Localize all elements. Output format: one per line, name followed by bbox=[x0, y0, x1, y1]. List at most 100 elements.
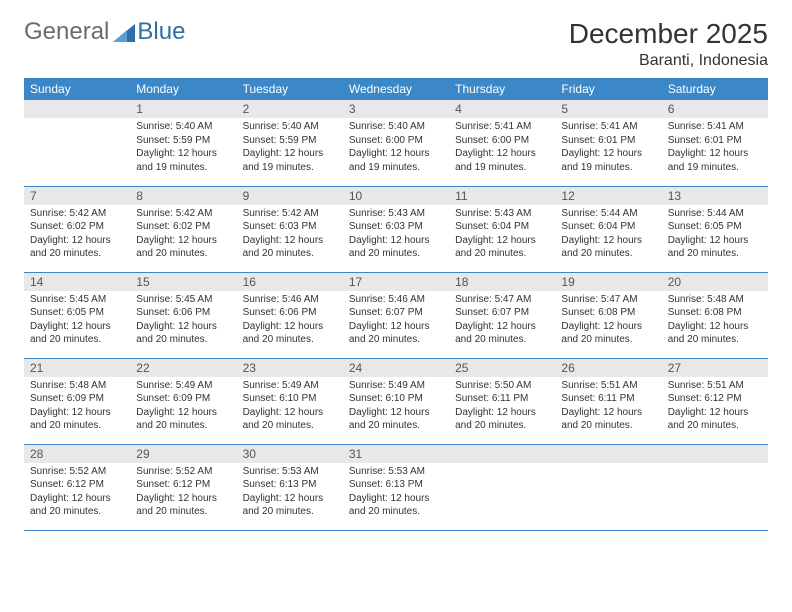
day-number: 4 bbox=[449, 100, 555, 118]
calendar-day-cell: 4Sunrise: 5:41 AMSunset: 6:00 PMDaylight… bbox=[449, 100, 555, 186]
calendar-week-row: 14Sunrise: 5:45 AMSunset: 6:05 PMDayligh… bbox=[24, 272, 768, 358]
day-header: Thursday bbox=[449, 78, 555, 100]
day-details: Sunrise: 5:47 AMSunset: 6:07 PMDaylight:… bbox=[449, 291, 555, 351]
day-header: Wednesday bbox=[343, 78, 449, 100]
calendar-day-cell: 22Sunrise: 5:49 AMSunset: 6:09 PMDayligh… bbox=[130, 358, 236, 444]
logo-text-general: General bbox=[24, 18, 109, 46]
calendar-day-cell: 12Sunrise: 5:44 AMSunset: 6:04 PMDayligh… bbox=[555, 186, 661, 272]
day-number: 28 bbox=[24, 445, 130, 463]
day-details: Sunrise: 5:42 AMSunset: 6:02 PMDaylight:… bbox=[130, 205, 236, 265]
day-number: 29 bbox=[130, 445, 236, 463]
calendar-day-cell: 16Sunrise: 5:46 AMSunset: 6:06 PMDayligh… bbox=[237, 272, 343, 358]
day-number: 30 bbox=[237, 445, 343, 463]
day-number: 24 bbox=[343, 359, 449, 377]
day-details: Sunrise: 5:53 AMSunset: 6:13 PMDaylight:… bbox=[343, 463, 449, 523]
calendar-day-cell: 28Sunrise: 5:52 AMSunset: 6:12 PMDayligh… bbox=[24, 444, 130, 530]
day-number: 9 bbox=[237, 187, 343, 205]
calendar-day-cell: 24Sunrise: 5:49 AMSunset: 6:10 PMDayligh… bbox=[343, 358, 449, 444]
day-number: 3 bbox=[343, 100, 449, 118]
calendar-day-cell: 6Sunrise: 5:41 AMSunset: 6:01 PMDaylight… bbox=[662, 100, 768, 186]
day-details: Sunrise: 5:52 AMSunset: 6:12 PMDaylight:… bbox=[130, 463, 236, 523]
day-number: 26 bbox=[555, 359, 661, 377]
calendar-day-cell: 5Sunrise: 5:41 AMSunset: 6:01 PMDaylight… bbox=[555, 100, 661, 186]
calendar-day-cell: 23Sunrise: 5:49 AMSunset: 6:10 PMDayligh… bbox=[237, 358, 343, 444]
calendar-week-row: 1Sunrise: 5:40 AMSunset: 5:59 PMDaylight… bbox=[24, 100, 768, 186]
day-number: 16 bbox=[237, 273, 343, 291]
day-number: 13 bbox=[662, 187, 768, 205]
day-details: Sunrise: 5:47 AMSunset: 6:08 PMDaylight:… bbox=[555, 291, 661, 351]
day-details: Sunrise: 5:40 AMSunset: 6:00 PMDaylight:… bbox=[343, 118, 449, 178]
day-details: Sunrise: 5:48 AMSunset: 6:09 PMDaylight:… bbox=[24, 377, 130, 437]
calendar-day-cell: 11Sunrise: 5:43 AMSunset: 6:04 PMDayligh… bbox=[449, 186, 555, 272]
day-number: 23 bbox=[237, 359, 343, 377]
calendar-day-cell: 29Sunrise: 5:52 AMSunset: 6:12 PMDayligh… bbox=[130, 444, 236, 530]
title-block: December 2025 Baranti, Indonesia bbox=[569, 18, 768, 70]
day-details: Sunrise: 5:52 AMSunset: 6:12 PMDaylight:… bbox=[24, 463, 130, 523]
day-number: 2 bbox=[237, 100, 343, 118]
day-details: Sunrise: 5:49 AMSunset: 6:10 PMDaylight:… bbox=[237, 377, 343, 437]
calendar-week-row: 7Sunrise: 5:42 AMSunset: 6:02 PMDaylight… bbox=[24, 186, 768, 272]
calendar-day-cell: 17Sunrise: 5:46 AMSunset: 6:07 PMDayligh… bbox=[343, 272, 449, 358]
day-number-empty bbox=[449, 445, 555, 463]
day-number: 8 bbox=[130, 187, 236, 205]
logo-text-blue: Blue bbox=[119, 18, 185, 46]
calendar-day-cell: 15Sunrise: 5:45 AMSunset: 6:06 PMDayligh… bbox=[130, 272, 236, 358]
calendar-day-cell: 9Sunrise: 5:42 AMSunset: 6:03 PMDaylight… bbox=[237, 186, 343, 272]
day-details: Sunrise: 5:51 AMSunset: 6:11 PMDaylight:… bbox=[555, 377, 661, 437]
day-number-empty bbox=[24, 100, 130, 118]
header: General Blue December 2025 Baranti, Indo… bbox=[24, 18, 768, 70]
day-number: 21 bbox=[24, 359, 130, 377]
day-details: Sunrise: 5:43 AMSunset: 6:04 PMDaylight:… bbox=[449, 205, 555, 265]
day-details: Sunrise: 5:40 AMSunset: 5:59 PMDaylight:… bbox=[130, 118, 236, 178]
day-details: Sunrise: 5:42 AMSunset: 6:02 PMDaylight:… bbox=[24, 205, 130, 265]
day-number: 14 bbox=[24, 273, 130, 291]
day-number: 7 bbox=[24, 187, 130, 205]
calendar-day-cell: 3Sunrise: 5:40 AMSunset: 6:00 PMDaylight… bbox=[343, 100, 449, 186]
day-number: 5 bbox=[555, 100, 661, 118]
day-number: 17 bbox=[343, 273, 449, 291]
day-details: Sunrise: 5:41 AMSunset: 6:00 PMDaylight:… bbox=[449, 118, 555, 178]
day-number: 10 bbox=[343, 187, 449, 205]
calendar-day-cell: 8Sunrise: 5:42 AMSunset: 6:02 PMDaylight… bbox=[130, 186, 236, 272]
day-number: 19 bbox=[555, 273, 661, 291]
day-details: Sunrise: 5:45 AMSunset: 6:05 PMDaylight:… bbox=[24, 291, 130, 351]
calendar-header-row: SundayMondayTuesdayWednesdayThursdayFrid… bbox=[24, 78, 768, 100]
calendar-day-cell bbox=[662, 444, 768, 530]
day-details: Sunrise: 5:53 AMSunset: 6:13 PMDaylight:… bbox=[237, 463, 343, 523]
month-title: December 2025 bbox=[569, 18, 768, 50]
day-details: Sunrise: 5:48 AMSunset: 6:08 PMDaylight:… bbox=[662, 291, 768, 351]
day-details: Sunrise: 5:42 AMSunset: 6:03 PMDaylight:… bbox=[237, 205, 343, 265]
day-number-empty bbox=[662, 445, 768, 463]
calendar-day-cell: 30Sunrise: 5:53 AMSunset: 6:13 PMDayligh… bbox=[237, 444, 343, 530]
day-number: 27 bbox=[662, 359, 768, 377]
day-number: 20 bbox=[662, 273, 768, 291]
day-details: Sunrise: 5:44 AMSunset: 6:05 PMDaylight:… bbox=[662, 205, 768, 265]
calendar-day-cell: 13Sunrise: 5:44 AMSunset: 6:05 PMDayligh… bbox=[662, 186, 768, 272]
day-number: 15 bbox=[130, 273, 236, 291]
location: Baranti, Indonesia bbox=[569, 52, 768, 70]
day-details: Sunrise: 5:44 AMSunset: 6:04 PMDaylight:… bbox=[555, 205, 661, 265]
calendar-day-cell bbox=[24, 100, 130, 186]
calendar-day-cell: 27Sunrise: 5:51 AMSunset: 6:12 PMDayligh… bbox=[662, 358, 768, 444]
day-details: Sunrise: 5:40 AMSunset: 5:59 PMDaylight:… bbox=[237, 118, 343, 178]
calendar-day-cell: 14Sunrise: 5:45 AMSunset: 6:05 PMDayligh… bbox=[24, 272, 130, 358]
day-header: Sunday bbox=[24, 78, 130, 100]
day-details: Sunrise: 5:45 AMSunset: 6:06 PMDaylight:… bbox=[130, 291, 236, 351]
calendar-day-cell: 26Sunrise: 5:51 AMSunset: 6:11 PMDayligh… bbox=[555, 358, 661, 444]
day-number: 18 bbox=[449, 273, 555, 291]
day-header: Tuesday bbox=[237, 78, 343, 100]
day-number: 22 bbox=[130, 359, 236, 377]
day-details: Sunrise: 5:49 AMSunset: 6:09 PMDaylight:… bbox=[130, 377, 236, 437]
calendar-table: SundayMondayTuesdayWednesdayThursdayFrid… bbox=[24, 78, 768, 531]
calendar-day-cell: 21Sunrise: 5:48 AMSunset: 6:09 PMDayligh… bbox=[24, 358, 130, 444]
day-details: Sunrise: 5:46 AMSunset: 6:07 PMDaylight:… bbox=[343, 291, 449, 351]
calendar-day-cell: 7Sunrise: 5:42 AMSunset: 6:02 PMDaylight… bbox=[24, 186, 130, 272]
calendar-day-cell: 20Sunrise: 5:48 AMSunset: 6:08 PMDayligh… bbox=[662, 272, 768, 358]
calendar-day-cell: 18Sunrise: 5:47 AMSunset: 6:07 PMDayligh… bbox=[449, 272, 555, 358]
calendar-day-cell: 2Sunrise: 5:40 AMSunset: 5:59 PMDaylight… bbox=[237, 100, 343, 186]
day-number: 12 bbox=[555, 187, 661, 205]
calendar-day-cell: 10Sunrise: 5:43 AMSunset: 6:03 PMDayligh… bbox=[343, 186, 449, 272]
day-header: Saturday bbox=[662, 78, 768, 100]
calendar-day-cell: 19Sunrise: 5:47 AMSunset: 6:08 PMDayligh… bbox=[555, 272, 661, 358]
day-details: Sunrise: 5:43 AMSunset: 6:03 PMDaylight:… bbox=[343, 205, 449, 265]
